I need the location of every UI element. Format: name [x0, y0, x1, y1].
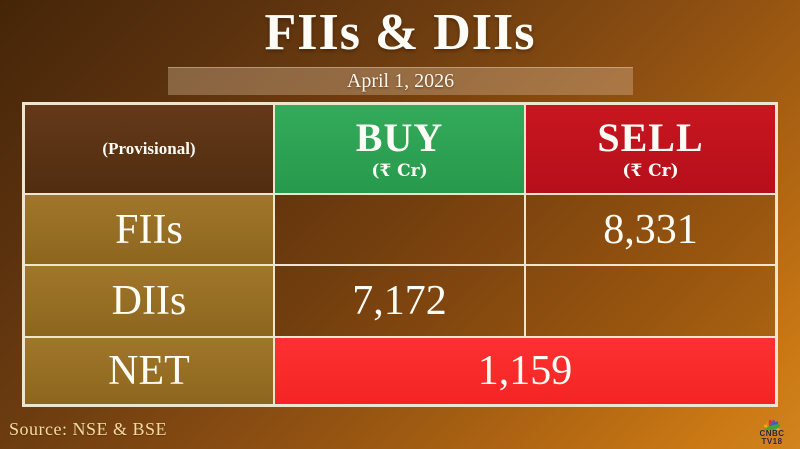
- source-attribution: Source: NSE & BSE: [9, 419, 168, 439]
- logo-cnbc-text: CNBC: [759, 429, 785, 438]
- fii-dii-table: (Provisional) BUY (₹ Cr) SELL (₹ Cr) FII…: [22, 102, 778, 407]
- diis-sell-cell: [525, 265, 776, 337]
- sell-header-cell: SELL (₹ Cr): [525, 104, 776, 194]
- logo-tv18-text: TV18: [761, 437, 783, 446]
- buy-header-label: BUY: [355, 115, 444, 160]
- cnbc-tv18-logo: CNBC TV18: [750, 410, 794, 446]
- page-title: FIIs & DIIs: [264, 3, 536, 61]
- provisional-label: (Provisional): [102, 139, 196, 158]
- date-banner: April 1, 2026: [168, 67, 633, 95]
- date-text: April 1, 2026: [346, 70, 455, 92]
- net-value-cell: 1,159: [274, 337, 776, 405]
- diis-buy-cell: 7,172: [274, 265, 525, 337]
- sell-header-label: SELL: [597, 115, 704, 160]
- fiis-sell-cell: 8,331: [525, 194, 776, 265]
- diis-row-label: DIIs: [24, 265, 274, 337]
- provisional-header-cell: (Provisional): [24, 104, 274, 194]
- fiis-buy-cell: [274, 194, 525, 265]
- peacock-icon: [763, 419, 781, 430]
- sell-unit-label: (₹ Cr): [622, 161, 679, 181]
- net-row-label: NET: [24, 337, 274, 405]
- fiis-row-label: FIIs: [24, 194, 274, 265]
- buy-unit-label: (₹ Cr): [371, 161, 428, 181]
- buy-header-cell: BUY (₹ Cr): [274, 104, 525, 194]
